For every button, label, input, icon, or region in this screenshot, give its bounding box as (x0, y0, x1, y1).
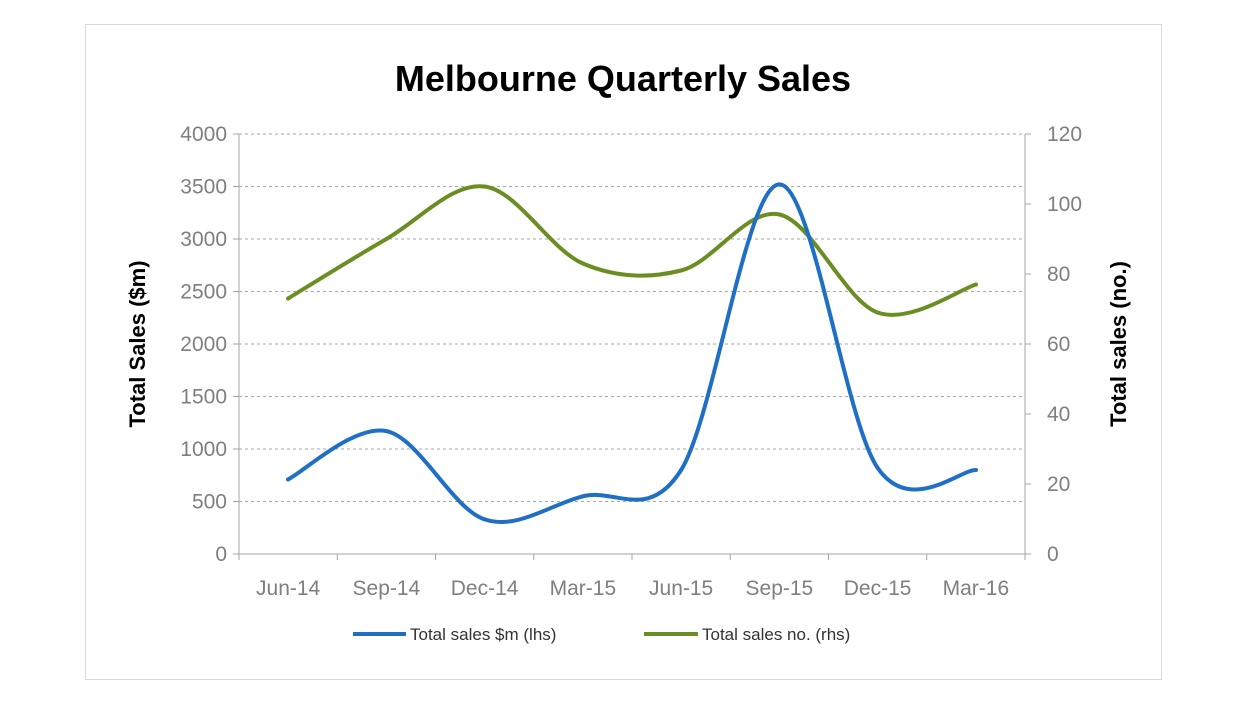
data-point (777, 212, 782, 217)
chart-title: Melbourne Quarterly Sales (395, 58, 851, 99)
legend-label: Total sales no. (rhs) (702, 625, 850, 644)
x-tick-label: Mar-15 (550, 577, 617, 600)
y2-tick-label: 60 (1047, 333, 1070, 356)
y-tick-label: 3000 (180, 228, 227, 251)
legend: Total sales $m (lhs) Total sales no. (rhs… (353, 625, 850, 644)
y-tick-label: 1000 (180, 438, 227, 461)
legend-label: Total sales $m (lhs) (410, 625, 556, 644)
chart-frame (85, 24, 1162, 680)
data-point (777, 182, 782, 187)
data-point (384, 429, 389, 434)
data-point (875, 465, 880, 470)
x-tick-label: Mar-16 (943, 577, 1010, 600)
y-tick-label: 0 (215, 543, 227, 566)
y-tick-label: 1500 (180, 386, 227, 409)
y-tick-label: 2000 (180, 333, 227, 356)
data-point (482, 517, 487, 522)
y2-tick-label: 100 (1047, 193, 1082, 216)
x-tick-label: Jun-15 (649, 577, 713, 600)
y-tick-label: 2500 (180, 281, 227, 304)
data-point (679, 268, 684, 273)
data-point (580, 494, 585, 499)
y-tick-label: 4000 (180, 123, 227, 146)
data-point (580, 261, 585, 266)
y2-tick-label: 40 (1047, 403, 1070, 426)
series-line-sales-count (286, 184, 978, 317)
data-point (286, 477, 291, 482)
series-lines (286, 182, 978, 524)
x-tick-label: Sep-15 (746, 577, 814, 600)
y2-tick-label: 80 (1047, 263, 1070, 286)
x-tick-label: Jun-14 (256, 577, 321, 600)
gridlines (239, 133, 1025, 502)
axes: 0 500 1000 1500 2000 2500 3000 3500 4000 0 20 40 60 8… (180, 123, 1082, 600)
data-point (973, 468, 978, 472)
y-axis-title: Total Sales ($m) (125, 260, 150, 427)
y-tick-label: 500 (192, 491, 227, 514)
data-point (384, 237, 389, 241)
data-point (973, 282, 978, 287)
data-point (286, 296, 291, 301)
y2-tick-label: 20 (1047, 473, 1070, 496)
x-tick-label: Sep-14 (353, 577, 421, 600)
y2-tick-label: 0 (1047, 543, 1059, 566)
y-tick-label: 3500 (180, 176, 227, 199)
y2-axis-title: Total sales (no.) (1106, 261, 1131, 427)
data-point (679, 468, 684, 472)
y2-tick-label: 120 (1047, 123, 1082, 146)
x-tick-label: Dec-15 (844, 577, 912, 600)
x-tick-label: Dec-14 (451, 577, 519, 600)
data-point (482, 184, 487, 189)
data-point (875, 310, 880, 315)
